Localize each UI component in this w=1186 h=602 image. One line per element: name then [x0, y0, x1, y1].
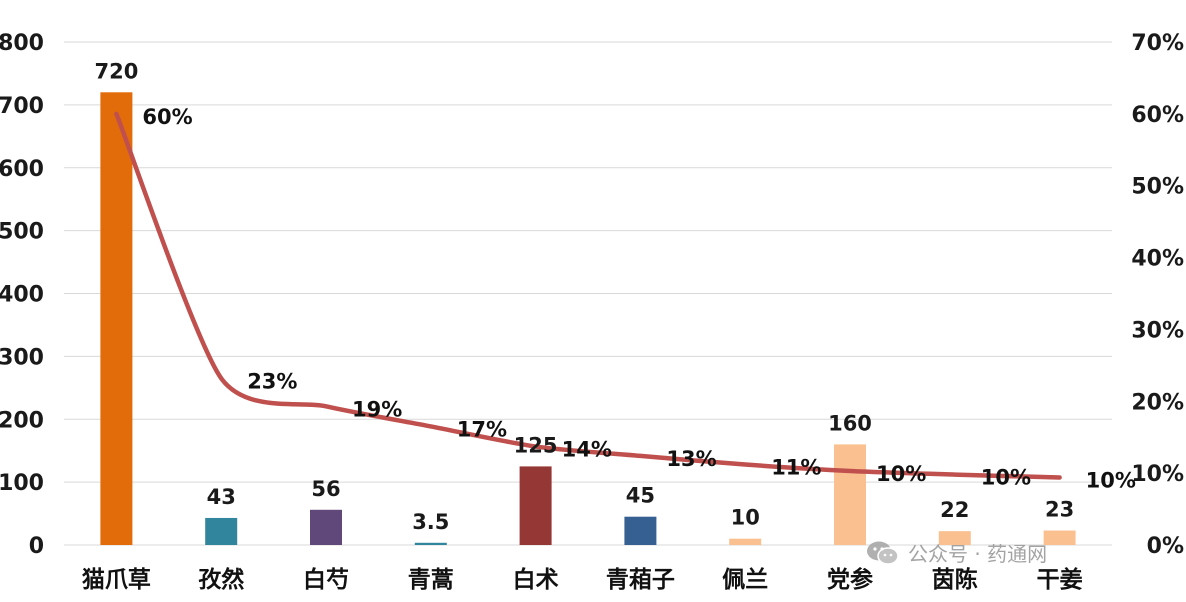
- bar: [100, 92, 133, 546]
- bar: [519, 466, 552, 545]
- data-labels: 720 43 56 3.5 125 45 10 160 22 23 60% 23% 19% 17% 14% 1…: [94, 59, 1135, 533]
- y-right-tick-label: 30%: [1131, 318, 1184, 343]
- y-right-tick-label: 50%: [1131, 175, 1184, 200]
- y-right-tick-label: 20%: [1131, 390, 1184, 415]
- line-value-label: 17%: [457, 417, 507, 441]
- line-value-label: 60%: [142, 105, 192, 129]
- category-label: 白术: [513, 566, 559, 593]
- y-right-tick-label: 10%: [1131, 462, 1184, 487]
- percentage-line: [114, 111, 1062, 480]
- category-label: 白芍: [303, 566, 349, 593]
- y-left-tick-label: 0: [29, 534, 44, 559]
- y-left-tick-label: 800: [0, 31, 44, 56]
- category-label: 青葙子: [606, 567, 675, 593]
- bar-value-label: 22: [940, 498, 969, 522]
- watermark-text: 公众号 · 药通网: [908, 542, 1048, 566]
- bar-value-label: 160: [828, 411, 872, 435]
- y-left-tick-label: 600: [0, 157, 44, 182]
- y-left-tick-label: 100: [0, 471, 44, 496]
- gridlines: [64, 41, 1112, 546]
- category-label: 茵陈: [932, 566, 978, 593]
- bar-value-label: 56: [311, 477, 340, 501]
- line-value-label: 10%: [876, 462, 926, 486]
- line-value-label: 23%: [247, 369, 297, 393]
- y-left-tick-label: 300: [0, 345, 44, 370]
- y-right-tick-label: 0%: [1147, 534, 1184, 559]
- bar-value-label: 45: [626, 484, 655, 508]
- category-label: 猫爪草: [82, 567, 151, 593]
- bar: [938, 531, 971, 545]
- line-value-label: 19%: [352, 397, 402, 421]
- line-path: [114, 111, 1062, 480]
- category-label: 干姜: [1037, 566, 1083, 593]
- line-value-label: 14%: [562, 438, 612, 462]
- y-left-tick-label: 200: [0, 408, 44, 433]
- y-right-tick-label: 60%: [1131, 103, 1184, 128]
- bar-value-label: 720: [94, 59, 138, 83]
- y-right-tick-label: 40%: [1131, 247, 1184, 272]
- bar: [834, 444, 866, 545]
- category-label: 青蒿: [408, 567, 454, 593]
- line-value-label: 10%: [981, 466, 1031, 490]
- category-label: 孜然: [198, 566, 244, 593]
- bar: [624, 516, 657, 545]
- y-right-tick-label: 70%: [1131, 31, 1184, 56]
- bar-value-label: 43: [207, 485, 236, 509]
- bar-value-label: 10: [731, 506, 760, 530]
- bars: [100, 92, 1076, 546]
- category-label: 佩兰: [722, 566, 768, 593]
- line-value-label: 13%: [666, 447, 716, 471]
- axes: 0 100 200 300 400 500 600 700 800 0% 10% 20% 30% 40% 5…: [0, 31, 1184, 593]
- bar: [205, 517, 238, 545]
- line-value-label: 10%: [1086, 468, 1136, 492]
- wechat-icon: [867, 541, 899, 565]
- bar-value-label: 3.5: [412, 510, 449, 534]
- y-left-tick-label: 700: [0, 94, 44, 119]
- bar: [1043, 530, 1076, 545]
- bar: [310, 509, 342, 545]
- category-label: 党参: [827, 566, 873, 593]
- y-left-tick-label: 400: [0, 283, 44, 308]
- bar-value-label: 23: [1045, 498, 1074, 522]
- y-left-tick-label: 500: [0, 220, 44, 245]
- bar-value-label: 125: [514, 433, 558, 457]
- bar: [414, 542, 447, 545]
- line-value-label: 11%: [771, 456, 821, 480]
- watermark: 公众号 · 药通网: [866, 538, 1047, 567]
- bar: [729, 538, 762, 545]
